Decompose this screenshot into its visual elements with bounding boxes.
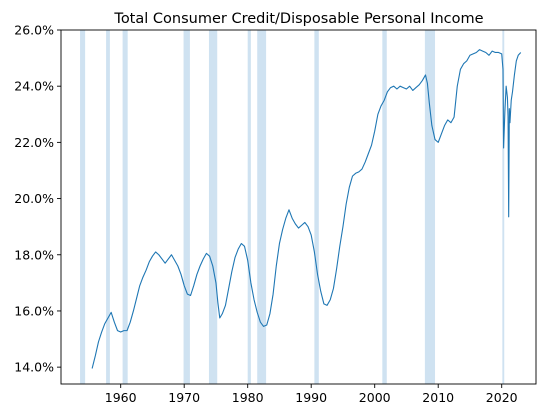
recession-band-1 — [106, 30, 110, 384]
y-axis-ticks: 14.0% 16.0% 18.0% 20.0% 22.0% 24.0% 26.0% — [14, 23, 61, 375]
recession-bands — [80, 30, 505, 384]
y-tick-label-16: 16.0% — [14, 303, 54, 318]
x-tick-label-2000: 2000 — [359, 390, 391, 405]
y-tick-label-22: 22.0% — [14, 135, 54, 150]
y-tick-label-26: 26.0% — [14, 23, 54, 38]
recession-band-4 — [208, 30, 218, 384]
recession-band-7 — [314, 30, 319, 384]
series-line-0 — [91, 49, 522, 369]
axes-frame — [60, 29, 537, 385]
recession-band-3 — [183, 30, 190, 384]
recession-band-6 — [257, 30, 267, 384]
recession-band-5 — [247, 30, 251, 384]
x-axis-ticks: 1960 1970 1980 1990 2000 2010 2020 — [105, 384, 518, 405]
x-tick-label-1970: 1970 — [168, 390, 200, 405]
y-tick-label-20: 20.0% — [14, 191, 54, 206]
recession-band-9 — [424, 30, 436, 384]
axes — [60, 29, 537, 385]
recession-band-8 — [382, 30, 387, 384]
recession-band-0 — [80, 30, 86, 384]
x-tick-label-2020: 2020 — [486, 390, 518, 405]
y-tick-label-18: 18.0% — [14, 247, 54, 262]
recession-band-10 — [502, 30, 505, 384]
x-tick-label-1960: 1960 — [105, 390, 137, 405]
y-tick-label-14: 14.0% — [14, 360, 54, 375]
y-tick-label-24: 24.0% — [14, 79, 54, 94]
x-tick-label-1980: 1980 — [232, 390, 264, 405]
series-lines — [91, 49, 522, 369]
x-tick-label-1990: 1990 — [295, 390, 327, 405]
x-tick-label-2010: 2010 — [422, 390, 454, 405]
recession-band-2 — [122, 30, 128, 384]
chart-title: Total Consumer Credit/Disposable Persona… — [113, 11, 483, 27]
